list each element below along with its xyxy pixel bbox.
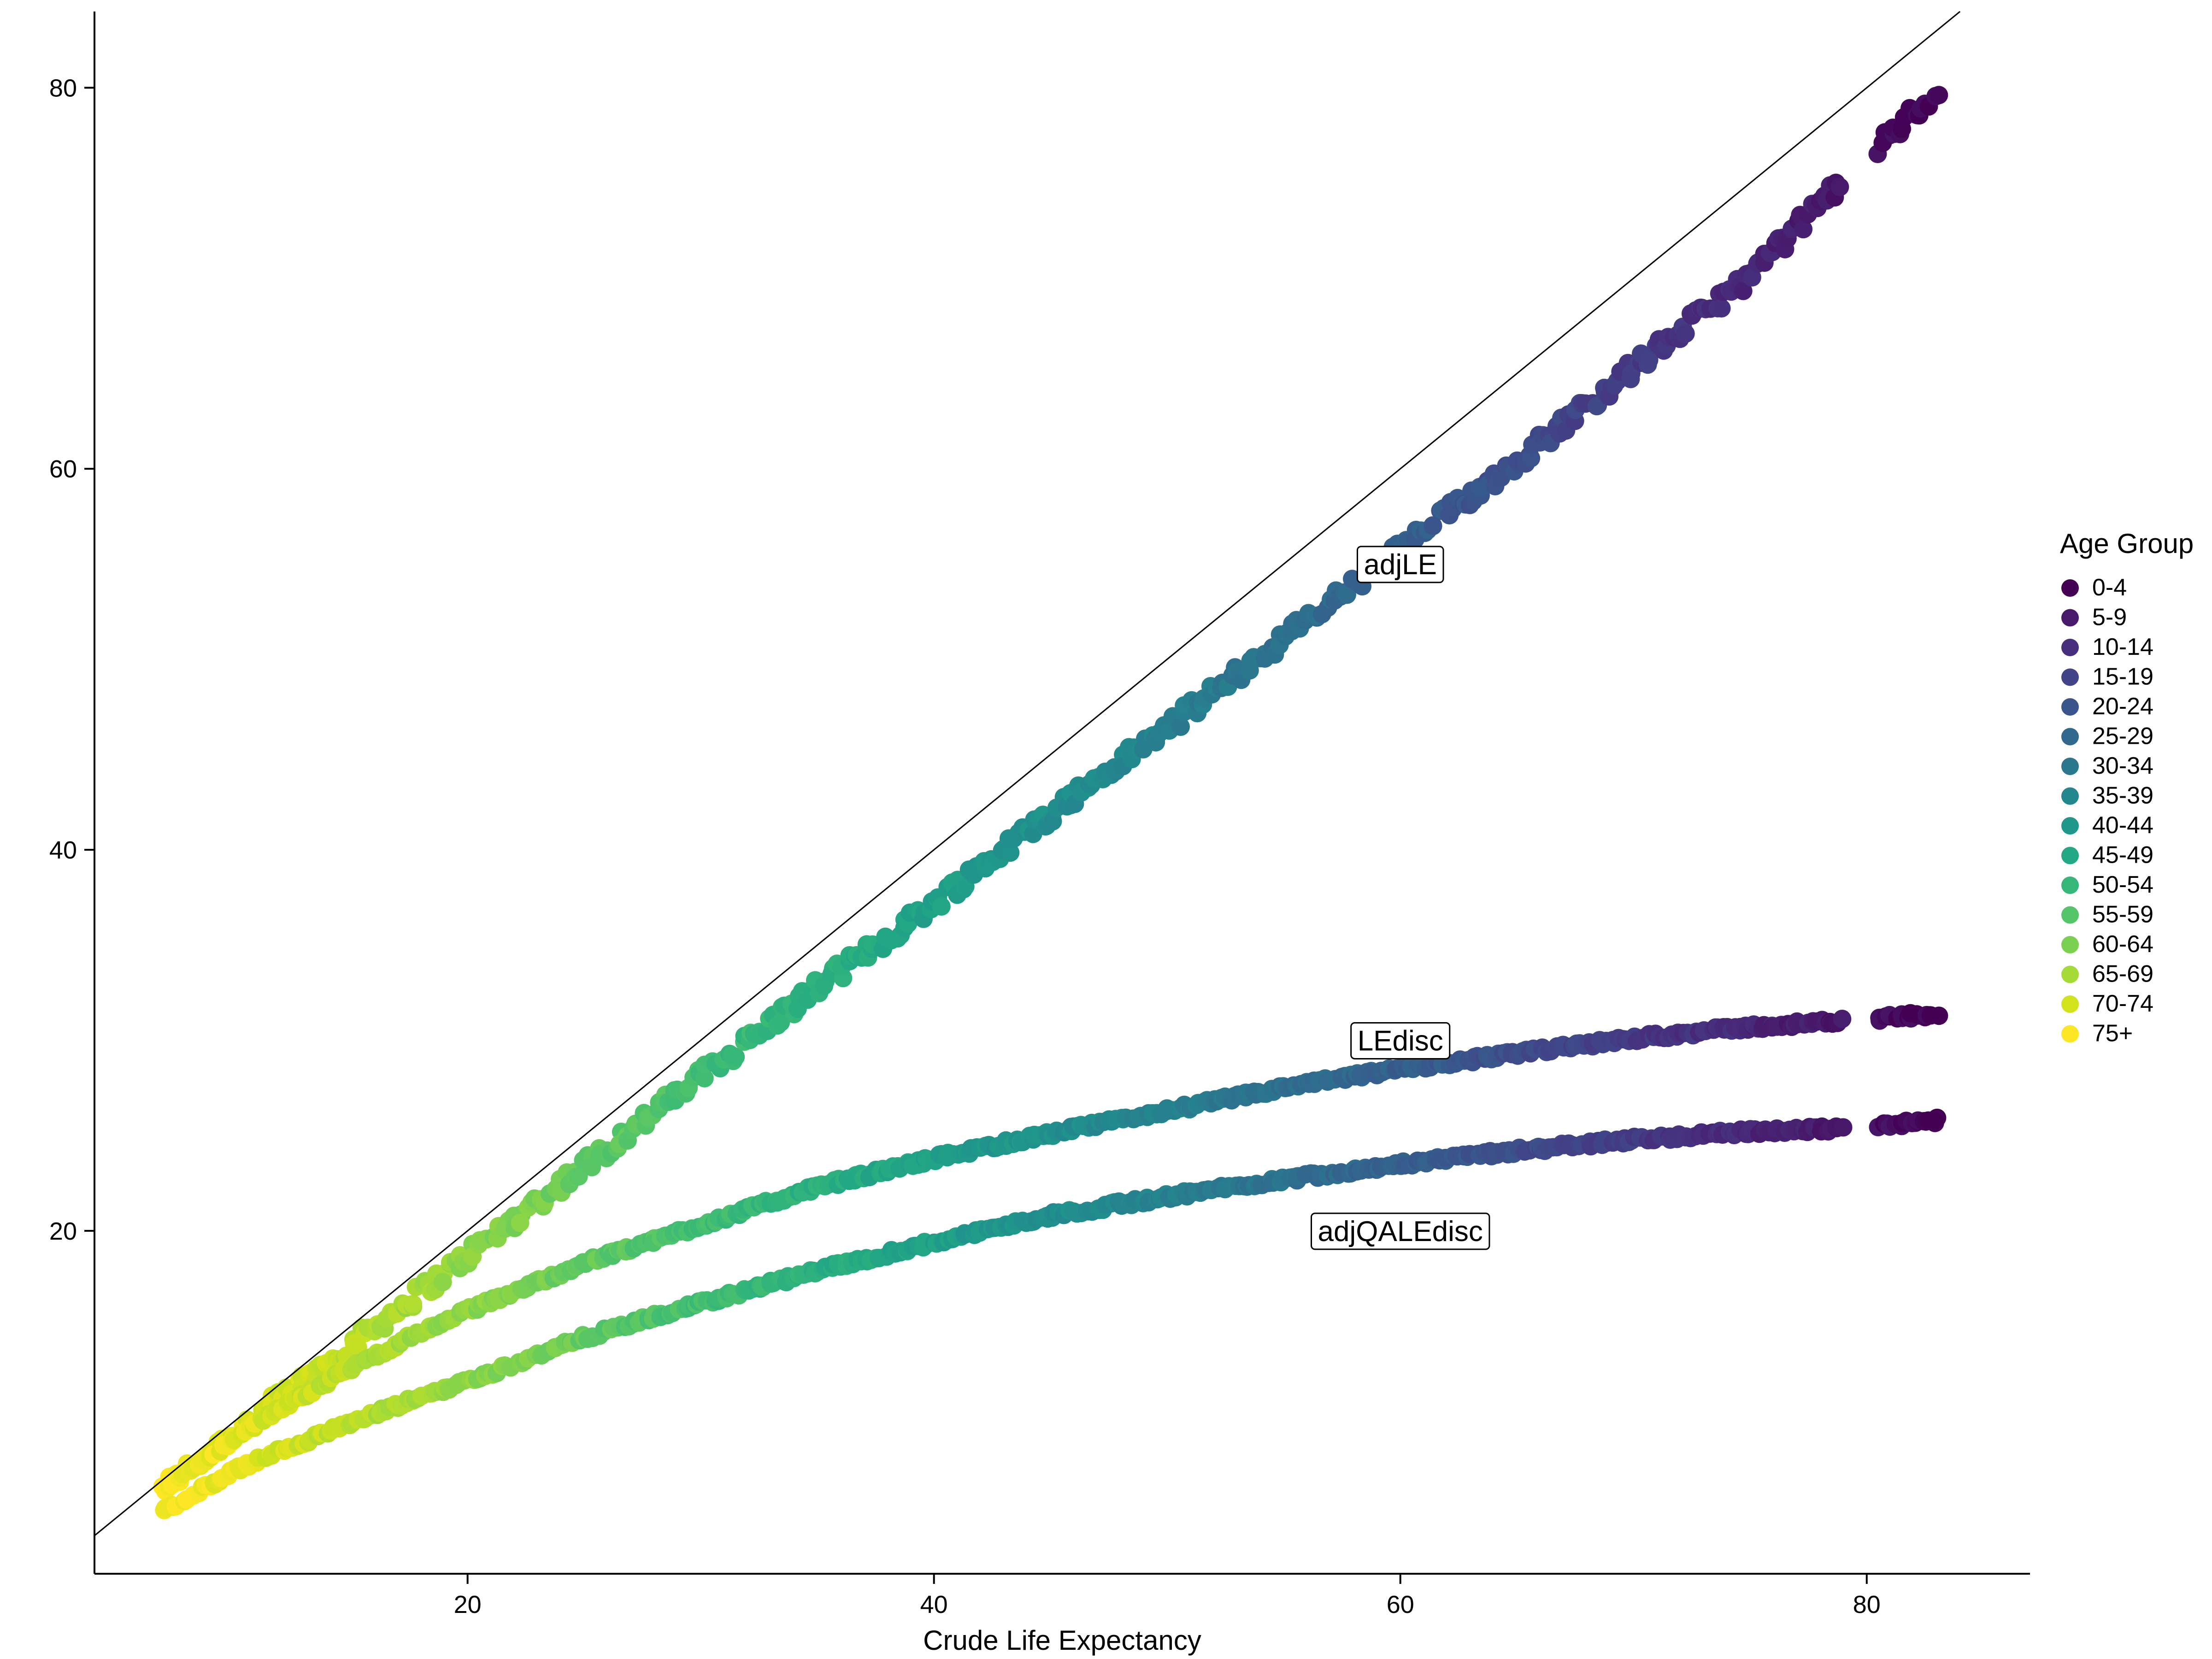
- data-point: [404, 1294, 423, 1313]
- legend-key-10-14: [2061, 639, 2079, 656]
- label-adjQALEdisc: adjQALEdisc: [1311, 1212, 1490, 1250]
- legend-key-15-19: [2061, 668, 2079, 686]
- legend: Age Group 0-4 5-9 10-14 15-19 20-24 25-29 30-3…: [2060, 528, 2194, 1047]
- legend-key-20-24: [2061, 698, 2079, 716]
- data-point: [1676, 324, 1695, 343]
- legend-key-5-9: [2061, 609, 2079, 627]
- data-point: [771, 1013, 790, 1032]
- data-point: [1588, 397, 1606, 416]
- legend-title: Age Group: [2060, 528, 2194, 559]
- x-tick-label: 60: [1387, 1591, 1414, 1618]
- legend-key-0-4: [2061, 579, 2079, 597]
- series-adjLE: [156, 86, 1948, 1500]
- legend-key-40-44: [2061, 817, 2079, 835]
- label-adjLE: adjLE: [1356, 546, 1444, 583]
- data-point: [1794, 220, 1813, 239]
- data-point: [1930, 1006, 1948, 1025]
- legend-label: 50-54: [2092, 871, 2153, 898]
- legend-label: 55-59: [2092, 901, 2153, 928]
- legend-key-55-59: [2061, 906, 2079, 924]
- data-point: [1734, 282, 1753, 300]
- reference-line: [94, 11, 1961, 1536]
- legend-label: 0-4: [2092, 574, 2127, 601]
- data-point: [433, 1273, 452, 1292]
- data-point: [726, 1047, 745, 1066]
- label-text: adjQALEdisc: [1318, 1216, 1483, 1247]
- data-point: [1930, 86, 1948, 105]
- x-tick-label: 20: [454, 1591, 482, 1618]
- label-box: [1350, 1022, 1451, 1059]
- data-point: [1830, 177, 1849, 196]
- y-tick-label: 80: [49, 74, 77, 102]
- data-point: [1928, 1108, 1947, 1127]
- legend-label: 30-34: [2092, 753, 2153, 779]
- legend-label: 70-74: [2092, 990, 2153, 1017]
- legend-key-35-39: [2061, 787, 2079, 805]
- label-LEdisc: LEdisc: [1350, 1022, 1451, 1059]
- data-point: [569, 1167, 588, 1186]
- x-tick-label: 40: [920, 1591, 948, 1618]
- data-point: [695, 1069, 714, 1088]
- legend-key-75+: [2061, 1025, 2079, 1043]
- legend-label: 25-29: [2092, 723, 2153, 750]
- legend-label: 15-19: [2092, 664, 2153, 690]
- series-LEdisc: [153, 1004, 1948, 1497]
- ticks-layer: 20 40 60 80 20 40 60 80: [49, 74, 1881, 1618]
- label-text: adjLE: [1364, 549, 1437, 581]
- data-point: [1337, 585, 1356, 604]
- legend-label: 10-14: [2092, 634, 2153, 660]
- data-point: [932, 897, 951, 916]
- data-point: [1171, 718, 1190, 736]
- legend-label: 65-69: [2092, 961, 2153, 988]
- label-box: [1356, 546, 1444, 583]
- legend-label: 60-64: [2092, 931, 2153, 958]
- data-point: [1834, 1118, 1853, 1137]
- legend-label: 35-39: [2092, 782, 2153, 809]
- legend-key-25-29: [2061, 728, 2079, 746]
- legend-key-30-34: [2061, 758, 2079, 775]
- data-point: [1001, 843, 1020, 862]
- y-tick-label: 40: [49, 836, 77, 864]
- legend-key-65-69: [2061, 965, 2079, 983]
- legend-label: 20-24: [2092, 693, 2153, 720]
- y-tick-label: 20: [49, 1218, 77, 1245]
- legend-key-60-64: [2061, 936, 2079, 953]
- annotations-layer: adjLE LEdisc adjQALEdisc: [1311, 546, 1490, 1250]
- series-adjQALEdisc: [155, 1108, 1947, 1519]
- legend-label: 40-44: [2092, 812, 2153, 839]
- legend-label: 75+: [2092, 1020, 2133, 1047]
- x-axis-title: Crude Life Expectancy: [923, 1625, 1201, 1656]
- legend-key-50-54: [2061, 877, 2079, 894]
- data-point: [1712, 299, 1731, 318]
- data-point: [1621, 370, 1640, 388]
- data-point: [1424, 516, 1442, 535]
- x-tick-label: 80: [1853, 1591, 1881, 1618]
- data-point: [511, 1213, 529, 1232]
- legend-key-45-49: [2061, 847, 2079, 865]
- legend-key-70-74: [2061, 995, 2079, 1013]
- label-text: LEdisc: [1358, 1025, 1443, 1057]
- data-point: [1833, 1010, 1852, 1028]
- label-box: [1311, 1212, 1490, 1250]
- legend-label: 45-49: [2092, 842, 2153, 869]
- points-layer: [153, 86, 1948, 1519]
- y-tick-label: 60: [49, 455, 77, 483]
- legend-label: 5-9: [2092, 604, 2127, 631]
- data-point: [1522, 449, 1541, 468]
- data-point: [1640, 351, 1659, 369]
